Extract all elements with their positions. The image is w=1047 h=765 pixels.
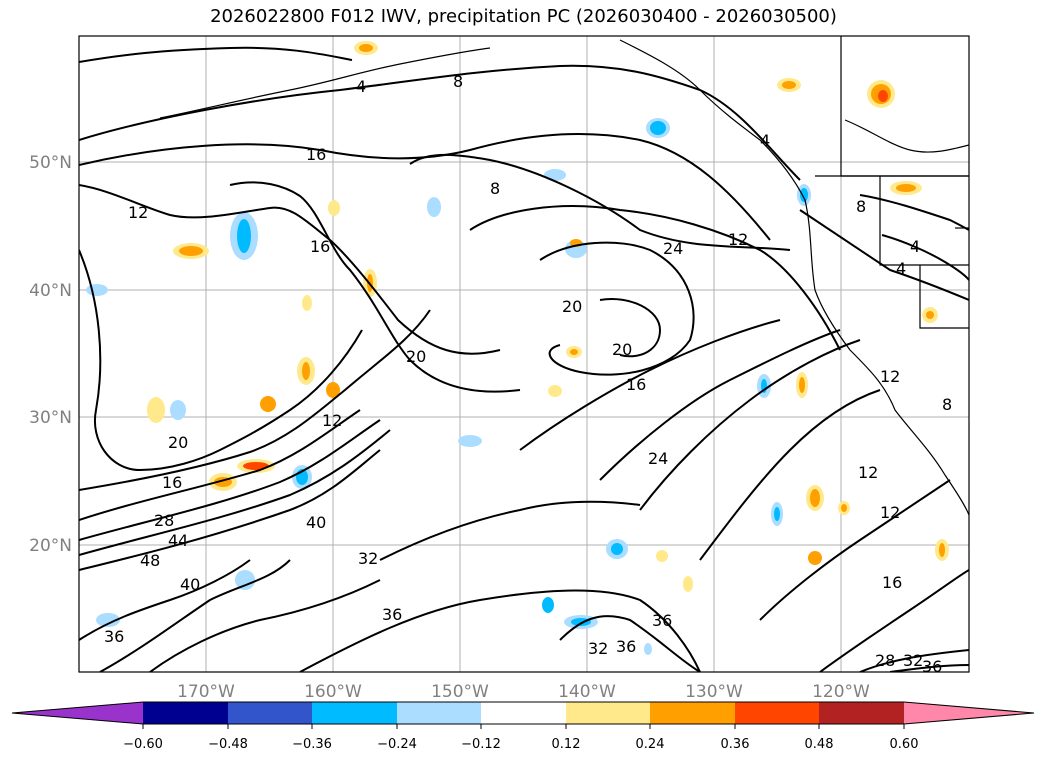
lat-label-40n: 40°N <box>29 281 72 301</box>
lat-label-20n: 20°N <box>29 536 72 556</box>
contour-label: 20 <box>562 297 582 316</box>
lat-label-30n: 30°N <box>29 408 72 428</box>
contour-label: 32 <box>358 549 378 568</box>
colorbar-segment <box>481 702 566 724</box>
contour-label: 36 <box>652 611 672 630</box>
colorbar-segment <box>397 702 481 724</box>
colorbar-tick-label: 0.60 <box>890 737 919 752</box>
contour-label: 36 <box>104 627 124 646</box>
colorbar-tick-label: 0.24 <box>636 737 665 752</box>
colorbar-segment <box>143 702 228 724</box>
latitude-axis: 50°N 40°N 30°N 20°N <box>29 153 72 556</box>
contour-label: 16 <box>882 573 902 592</box>
colorbar-ticks <box>142 724 905 729</box>
contour-label: 40 <box>306 513 326 532</box>
colorbar-segment <box>650 702 735 724</box>
colorbar-tick-label: 0.36 <box>721 737 750 752</box>
colorbar-tick-label: 0.12 <box>552 737 581 752</box>
colorbar-tick-label: −0.48 <box>208 737 248 752</box>
colorbar-tick-label: −0.60 <box>123 737 163 752</box>
contour-label: 4 <box>896 259 906 278</box>
lon-label-130w: 130°W <box>685 682 743 702</box>
lon-label-170w: 170°W <box>177 682 235 702</box>
precip-shading <box>86 41 949 655</box>
contour-label: 36 <box>382 605 402 624</box>
contour-label: 12 <box>322 411 342 430</box>
contour-label: 32 <box>588 639 608 658</box>
contour-label: 8 <box>942 395 952 414</box>
contour-label: 28 <box>875 651 895 670</box>
contour-label: 40 <box>180 575 200 594</box>
contour-label: 16 <box>162 473 182 492</box>
colorbar-segment <box>228 702 312 724</box>
gridlines <box>79 36 969 672</box>
contour-label: 12 <box>128 203 148 222</box>
contour-label: 44 <box>168 531 188 550</box>
contour-label: 36 <box>616 637 636 656</box>
contour-label: 8 <box>453 72 463 91</box>
contour-label: 16 <box>310 237 330 256</box>
colorbar-segment <box>819 702 904 724</box>
contour-label: 20 <box>168 433 188 452</box>
contour-label: 12 <box>880 503 900 522</box>
contour-label: 12 <box>880 367 900 386</box>
contour-label: 16 <box>626 375 646 394</box>
contour-label: 20 <box>406 347 426 366</box>
contour-label: 48 <box>140 551 160 570</box>
lon-label-120w: 120°W <box>812 682 870 702</box>
contour-label: 28 <box>154 511 174 530</box>
iwv-contours <box>79 46 969 672</box>
lat-label-50n: 50°N <box>29 153 72 173</box>
lon-label-160w: 160°W <box>304 682 362 702</box>
coastlines <box>159 36 969 516</box>
contour-label: 36 <box>922 657 942 676</box>
contour-label: 4 <box>760 131 770 150</box>
contour-label: 8 <box>856 197 866 216</box>
contour-label: 32 <box>903 651 923 670</box>
colorbar-tick-label: −0.36 <box>292 737 332 752</box>
contour-label: 24 <box>648 449 668 468</box>
map-background <box>79 36 969 672</box>
contour-label: 4 <box>910 237 920 256</box>
colorbar-segment <box>566 702 650 724</box>
colorbar-tick-label: −0.24 <box>377 737 417 752</box>
colorbar-tick-label: 0.48 <box>805 737 834 752</box>
longitude-axis: 170°W 160°W 150°W 140°W 130°W 120°W <box>177 682 870 702</box>
lon-label-140w: 140°W <box>558 682 616 702</box>
contour-label: 12 <box>858 463 878 482</box>
map-title: 2026022800 F012 IWV, precipitation PC (2… <box>210 6 837 27</box>
contour-label: 20 <box>612 340 632 359</box>
colorbar-segment <box>12 702 143 724</box>
contour-label: 24 <box>663 239 683 258</box>
colorbar-tick-label: −0.12 <box>461 737 501 752</box>
colorbar: −0.60 −0.48 −0.36 −0.24 −0.12 0.12 0.24 … <box>11 701 1035 752</box>
contour-labels: 4 8 16 12 8 16 24 12 20 20 20 16 12 20 1… <box>104 72 952 676</box>
contour-label: 4 <box>356 77 366 96</box>
colorbar-segment <box>735 702 819 724</box>
lon-label-150w: 150°W <box>431 682 489 702</box>
colorbar-segment <box>312 702 397 724</box>
contour-label: 16 <box>306 145 326 164</box>
map-frame <box>78 35 970 673</box>
colorbar-segment <box>904 702 1034 724</box>
contour-label: 12 <box>728 230 748 249</box>
contour-label: 8 <box>490 179 500 198</box>
